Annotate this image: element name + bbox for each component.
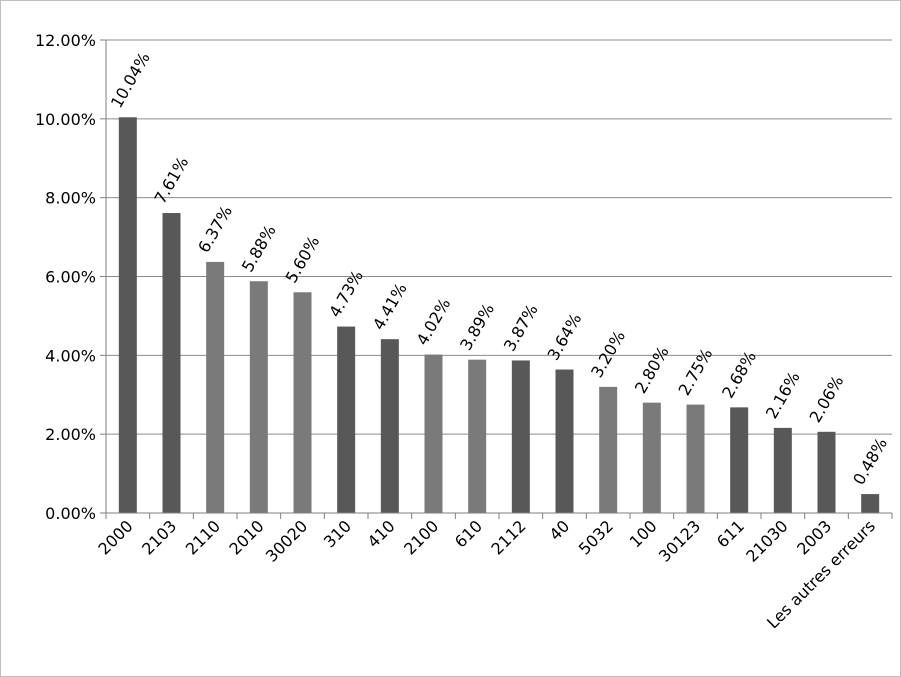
gridlines xyxy=(106,39,892,435)
bar xyxy=(730,407,749,513)
bar xyxy=(424,354,443,513)
y-tick-label: 2.00% xyxy=(45,425,96,444)
bar xyxy=(118,117,137,514)
bar xyxy=(468,359,487,513)
y-tick-label: 0.00% xyxy=(45,504,96,523)
bar xyxy=(511,360,530,513)
y-tick-label: 10.00% xyxy=(35,110,96,129)
y-tick-label: 12.00% xyxy=(35,31,96,50)
y-tick-labels: 0.00% 2.00% 4.00% 6.00% 8.00% 10.00% 12.00% xyxy=(35,31,96,523)
bars xyxy=(118,117,880,514)
bar xyxy=(162,213,181,513)
axes xyxy=(100,39,893,519)
bar xyxy=(642,402,661,513)
bar xyxy=(861,494,880,513)
bar xyxy=(686,404,705,513)
y-tick-label: 8.00% xyxy=(45,189,96,208)
bar xyxy=(206,261,225,513)
bar xyxy=(380,339,399,513)
bar xyxy=(293,292,312,513)
bar xyxy=(555,369,574,513)
bar xyxy=(337,326,356,513)
y-tick-label: 6.00% xyxy=(45,268,96,287)
y-tick-label: 4.00% xyxy=(45,346,96,365)
bar xyxy=(599,386,618,513)
bar xyxy=(817,431,836,513)
bar xyxy=(249,281,268,513)
bar xyxy=(773,427,792,513)
